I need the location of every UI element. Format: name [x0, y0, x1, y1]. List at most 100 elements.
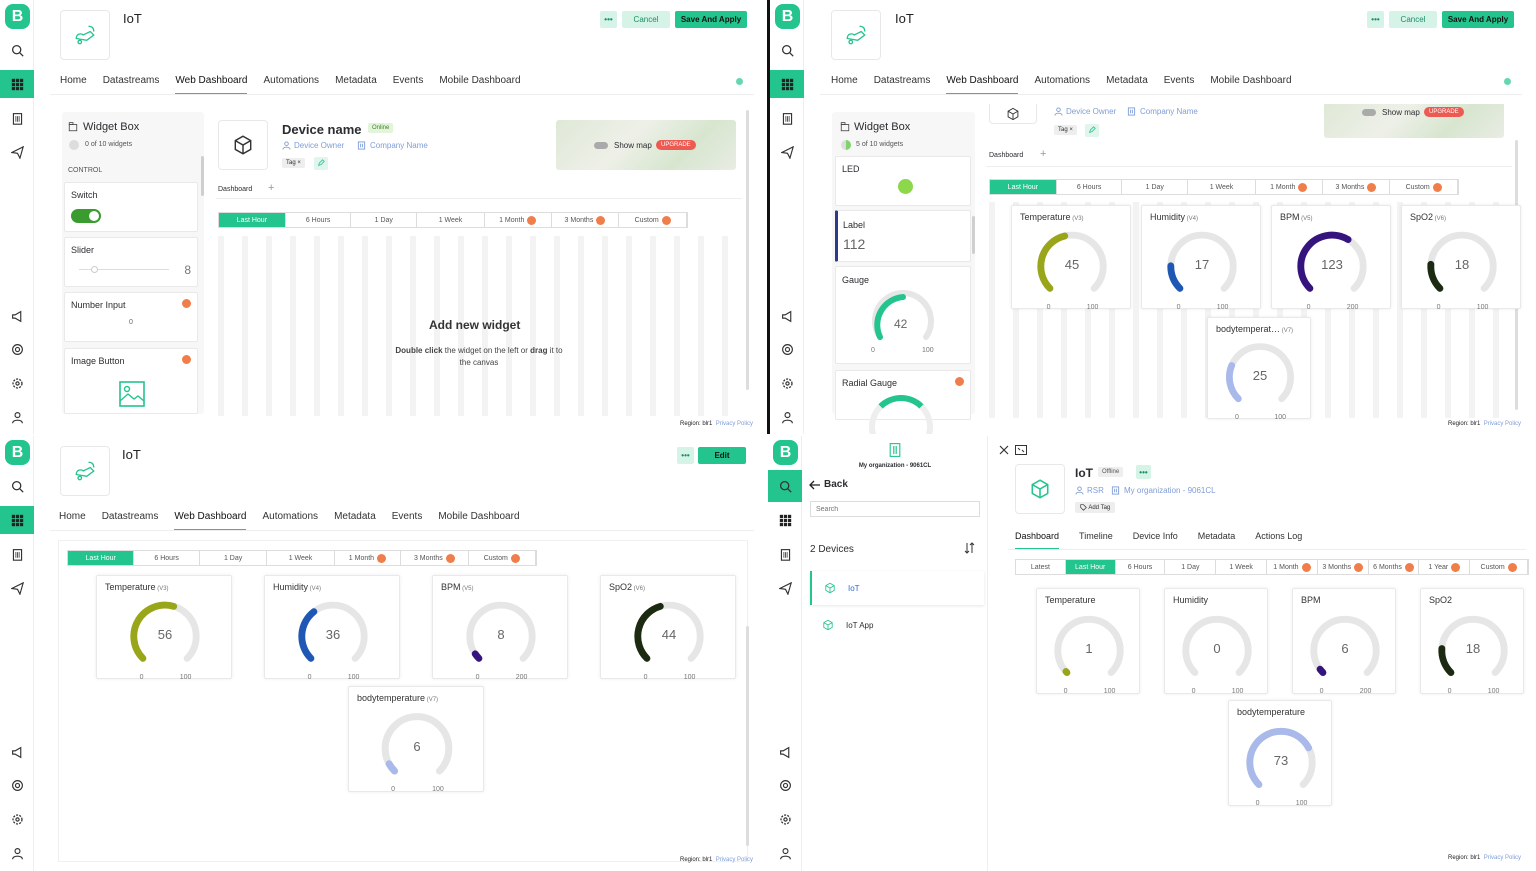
sidebar-dashboard[interactable]	[770, 70, 804, 98]
tab-web-dashboard[interactable]: Web Dashboard	[946, 75, 1019, 95]
sidebar-templates[interactable]	[768, 540, 802, 568]
sidebar-dashboard[interactable]	[0, 506, 34, 534]
tab-metadata[interactable]: Metadata	[1197, 531, 1236, 541]
tag-chip[interactable]: Tag ×	[1054, 125, 1077, 135]
widget-box-scrollbar[interactable]	[201, 156, 204, 196]
edit-button[interactable]: Edit	[698, 447, 746, 464]
tab-dashboard[interactable]: Dashboard	[1015, 531, 1060, 550]
sidebar-announce[interactable]	[0, 302, 34, 330]
range-1d[interactable]: 1 Day	[351, 213, 418, 227]
sidebar-settings[interactable]	[768, 805, 802, 833]
more-button[interactable]: •••	[600, 11, 617, 28]
sidebar-send[interactable]	[0, 574, 34, 602]
logo[interactable]: B	[773, 440, 798, 465]
device-owner-link[interactable]: Device Owner	[1066, 107, 1117, 116]
gauge-card-spo2[interactable]: SpO2 18 0 100	[1420, 588, 1524, 695]
dashboard-tab[interactable]: Dashboard	[989, 152, 1024, 159]
edit-tag-button[interactable]	[1085, 124, 1099, 137]
tab-web-dashboard[interactable]: Web Dashboard	[175, 75, 248, 95]
tab-automations[interactable]: Automations	[262, 511, 319, 522]
cancel-button[interactable]: Cancel	[1389, 11, 1437, 28]
arrow-left-icon[interactable]	[809, 480, 821, 490]
range-1m[interactable]: 1 Month	[335, 551, 402, 565]
template-image[interactable]	[60, 10, 110, 60]
sidebar-dashboard[interactable]	[0, 70, 34, 98]
range-6h[interactable]: 6 Hours	[286, 213, 352, 227]
dashboard-tab[interactable]: Dashboard	[218, 186, 253, 193]
gauge-card-spo2[interactable]: SpO2 (V6) 44 0 100	[600, 575, 736, 681]
sidebar-announce[interactable]	[770, 302, 804, 330]
range-1d[interactable]: 1 Day	[1122, 180, 1189, 194]
sidebar-dashboard[interactable]	[768, 506, 802, 534]
range-1m[interactable]: 1 Month	[1256, 180, 1323, 194]
range-custom[interactable]: Custom	[619, 213, 687, 227]
company-link[interactable]: Company Name	[370, 141, 428, 150]
sidebar-settings[interactable]	[770, 369, 804, 397]
gauge-card-temperature[interactable]: Temperature 1 0 100	[1036, 588, 1140, 695]
more-button[interactable]: •••	[1367, 11, 1384, 28]
widget-led[interactable]: LED	[835, 156, 971, 206]
gauge-card-humidity[interactable]: Humidity 0 0 100	[1164, 588, 1268, 695]
map-preview[interactable]: Show map UPGRADE	[556, 120, 736, 170]
gauge-card-humidity[interactable]: Humidity (V4) 36 0 100	[264, 575, 400, 681]
privacy-link[interactable]: Privacy Policy	[1483, 421, 1522, 427]
close-icon[interactable]	[999, 445, 1009, 455]
widget-image-button[interactable]: Image Button	[64, 348, 198, 414]
cancel-button[interactable]: Cancel	[622, 11, 670, 28]
tab-web-dashboard[interactable]: Web Dashboard	[174, 511, 247, 531]
range-1y[interactable]: 1 Year	[1419, 560, 1471, 574]
upgrade-badge[interactable]: UPGRADE	[656, 140, 696, 150]
sidebar-templates[interactable]	[0, 104, 34, 132]
device-owner-link[interactable]: Device Owner	[294, 141, 345, 150]
org-link[interactable]: My organization - 9061CL	[1124, 486, 1216, 495]
slider-track[interactable]	[79, 269, 169, 270]
tab-metadata[interactable]: Metadata	[334, 511, 376, 522]
privacy-link[interactable]: Privacy Policy	[715, 421, 754, 427]
sidebar-search[interactable]	[768, 470, 802, 502]
range-3m[interactable]: 3 Months	[401, 551, 469, 565]
gauge-card-humidity[interactable]: Humidity (V4) 17 0 100	[1141, 205, 1261, 311]
tab-datastreams[interactable]: Datastreams	[102, 75, 160, 86]
sidebar-search[interactable]	[0, 36, 34, 64]
gauge-card-spo2[interactable]: SpO2 (V6) 18 0 100	[1401, 205, 1521, 311]
widget-radial-gauge[interactable]: Radial Gauge	[835, 370, 971, 434]
sidebar-send[interactable]	[768, 574, 802, 602]
privacy-link[interactable]: Privacy Policy	[715, 857, 754, 863]
gauge-card-temperature[interactable]: Temperature (V3) 45 0 100	[1011, 205, 1131, 311]
logo[interactable]: B	[5, 440, 30, 465]
range-last-hour[interactable]: Last Hour	[219, 213, 286, 227]
gauge-card-bpm[interactable]: BPM (V5) 8 0 200	[432, 575, 568, 681]
device-item-iot[interactable]: IoT	[810, 571, 984, 605]
tab-metadata[interactable]: Metadata	[1106, 75, 1148, 86]
switch-toggle[interactable]	[71, 209, 101, 223]
template-image[interactable]	[831, 10, 881, 60]
sidebar-help[interactable]	[0, 335, 34, 363]
tab-device-info[interactable]: Device Info	[1132, 531, 1178, 541]
range-latest[interactable]: Latest	[1016, 560, 1066, 574]
slider-handle[interactable]	[91, 266, 98, 273]
widget-slider[interactable]: Slider 8	[64, 237, 198, 287]
device-image[interactable]	[1015, 464, 1065, 514]
expand-icon[interactable]	[1015, 445, 1027, 455]
sidebar-search[interactable]	[770, 36, 804, 64]
sidebar-templates[interactable]	[0, 540, 34, 568]
tab-datastreams[interactable]: Datastreams	[101, 511, 159, 522]
tab-mobile-dashboard[interactable]: Mobile Dashboard	[439, 75, 521, 86]
range-1w[interactable]: 1 Week	[267, 551, 335, 565]
tab-actions-log[interactable]: Actions Log	[1255, 531, 1303, 541]
range-6m[interactable]: 6 Months	[1369, 560, 1420, 574]
add-tab-button[interactable]: +	[1040, 148, 1047, 160]
showmap-toggle[interactable]	[1362, 109, 1376, 116]
range-3m[interactable]: 3 Months	[1318, 560, 1369, 574]
widget-box-scrollbar[interactable]	[972, 216, 975, 254]
tab-events[interactable]: Events	[392, 75, 424, 86]
range-last-hour[interactable]: Last Hour	[990, 180, 1057, 194]
widget-label-display[interactable]: Label 112	[835, 210, 971, 262]
tag-chip[interactable]: Tag ×	[282, 158, 305, 168]
widget-gauge[interactable]: Gauge 42 0 100	[835, 266, 971, 364]
tab-mobile-dashboard[interactable]: Mobile Dashboard	[1210, 75, 1292, 86]
add-tab-button[interactable]: +	[268, 182, 275, 194]
range-3m[interactable]: 3 Months	[1323, 180, 1391, 194]
device-image[interactable]	[218, 120, 268, 170]
tab-timeline[interactable]: Timeline	[1079, 531, 1113, 541]
